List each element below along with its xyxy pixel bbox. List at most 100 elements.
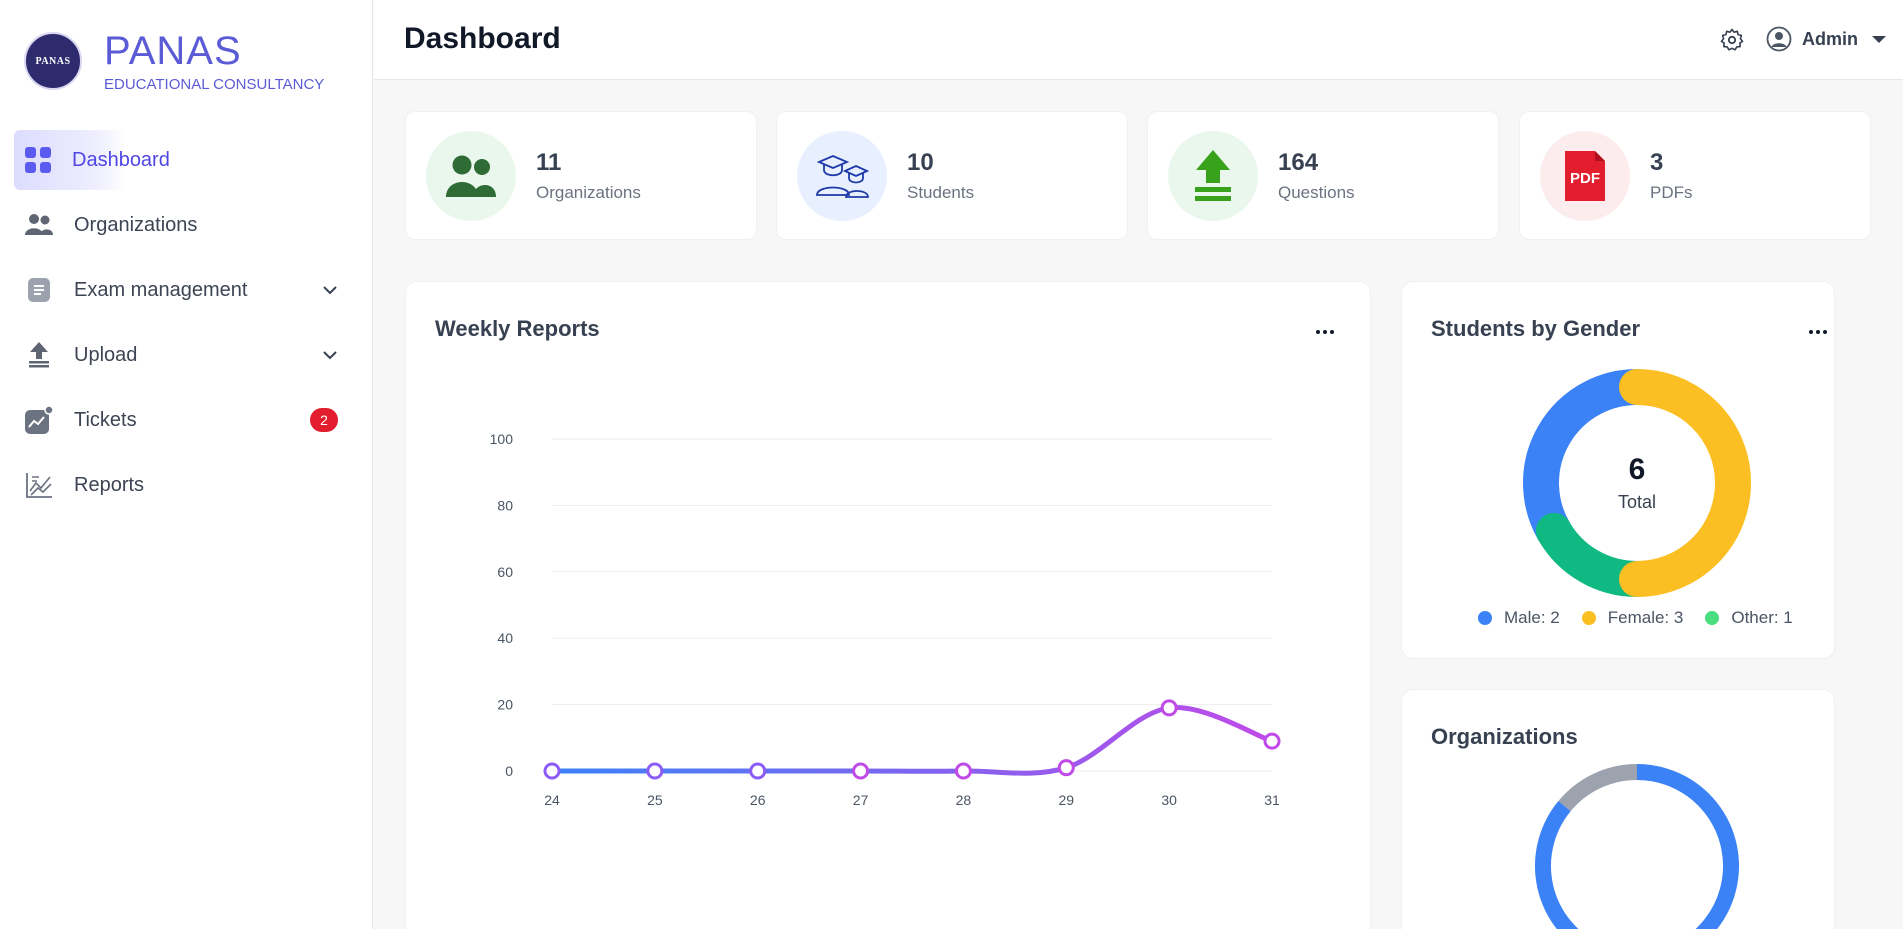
y-tick-label: 80 <box>497 497 513 513</box>
stat-text: 10 Students <box>907 149 974 203</box>
sidebar-item-exam-management[interactable]: Exam management <box>14 260 350 320</box>
brand-name: PANAS <box>104 29 242 73</box>
legend-dot <box>1705 611 1720 625</box>
y-tick-label: 60 <box>497 564 513 580</box>
grid-icon <box>24 145 52 175</box>
stat-value: 10 <box>907 148 934 176</box>
y-tick-label: 40 <box>497 630 513 646</box>
sidebar-item-label: Dashboard <box>72 148 170 171</box>
stat-label: PDFs <box>1650 182 1693 202</box>
brand[interactable]: PANAS PANAS EDUCATIONAL CONSULTANCY <box>24 29 324 93</box>
tickets-count-badge: 2 <box>310 408 338 432</box>
user-name: Admin <box>1802 28 1858 49</box>
donut-total-value: 6 <box>1629 453 1646 486</box>
data-point[interactable] <box>1160 699 1178 717</box>
gender-donut-chart: 6 Total <box>1523 369 1751 597</box>
students-by-gender-panel: Students by Gender 6 Total Male: 2 Femal… <box>1401 281 1835 659</box>
legend-item-other[interactable]: Other: 1 <box>1705 608 1793 628</box>
data-point[interactable] <box>852 762 870 780</box>
y-tick-label: 0 <box>505 763 513 779</box>
chart-notification-icon <box>24 405 54 435</box>
legend-dot <box>1478 611 1492 625</box>
y-tick-label: 20 <box>497 697 513 713</box>
brand-subtitle: EDUCATIONAL CONSULTANCY <box>104 76 325 93</box>
series-line <box>549 705 1275 776</box>
stat-value: 11 <box>536 148 562 176</box>
weekly-reports-chart: 0 20 40 60 80 100 24 25 26 27 28 29 30 31 <box>490 431 1281 808</box>
legend-dot <box>1581 611 1596 625</box>
donut-slice-1[interactable] <box>1558 764 1638 812</box>
x-tick-label: 31 <box>1264 792 1280 808</box>
sidebar: PANAS PANAS EDUCATIONAL CONSULTANCY Dash… <box>0 0 373 929</box>
brand-logo: PANAS <box>24 32 82 90</box>
stat-text: 3 PDFs <box>1650 149 1693 203</box>
data-point[interactable] <box>1263 732 1281 750</box>
stat-card-pdfs: PDF 3 PDFs <box>1519 111 1871 240</box>
sidebar-nav: Dashboard Organizations Exam management … <box>14 130 350 520</box>
donut-slice-male[interactable] <box>1523 369 1655 549</box>
upload-arrow-icon <box>1168 130 1258 221</box>
sidebar-item-dashboard[interactable]: Dashboard <box>14 130 170 190</box>
sidebar-item-label: Exam management <box>74 278 248 301</box>
page-title: Dashboard <box>404 22 561 55</box>
chevron-down-icon[interactable] <box>320 345 340 365</box>
stat-card-organizations: 11 Organizations <box>405 111 757 240</box>
data-point[interactable] <box>646 762 664 780</box>
sidebar-item-reports[interactable]: Reports <box>14 455 350 515</box>
line-chart-icon <box>24 470 54 500</box>
more-options-icon[interactable] <box>1803 322 1833 342</box>
users-icon <box>24 210 54 240</box>
stat-text: 164 Questions <box>1278 149 1355 203</box>
organizations-title: Organizations <box>1431 724 1578 749</box>
upload-icon <box>24 340 54 370</box>
organizations-panel: Organizations <box>1401 689 1835 929</box>
pdf-icon: PDF <box>1540 130 1630 221</box>
sidebar-item-upload[interactable]: Upload <box>14 325 350 385</box>
x-tick-label: 29 <box>1058 792 1074 808</box>
legend-label: Other: 1 <box>1731 608 1793 627</box>
legend-item-male[interactable]: Male: 2 <box>1478 608 1560 628</box>
stat-label: Students <box>907 182 975 202</box>
data-point[interactable] <box>749 762 767 780</box>
sidebar-item-label: Reports <box>74 473 145 496</box>
x-tick-label: 26 <box>750 792 766 808</box>
user-menu[interactable]: Admin <box>1766 26 1886 52</box>
x-tick-label: 30 <box>1161 792 1177 808</box>
more-options-icon[interactable] <box>1310 322 1340 342</box>
legend-label: Female: 3 <box>1607 608 1684 627</box>
y-tick-label: 100 <box>490 431 514 447</box>
stat-text: 11 Organizations <box>536 149 641 203</box>
legend-label: Male: 2 <box>1504 608 1560 627</box>
donut-slice-female[interactable] <box>1619 369 1751 597</box>
users-icon <box>426 130 516 221</box>
stat-value: 164 <box>1278 148 1319 176</box>
stat-value: 3 <box>1650 148 1664 176</box>
gear-icon[interactable] <box>1720 28 1744 52</box>
organizations-donut-chart <box>1535 764 1739 929</box>
data-point[interactable] <box>543 762 561 780</box>
sidebar-item-tickets[interactable]: Tickets 2 <box>14 390 350 450</box>
stat-label: Questions <box>1278 182 1355 202</box>
sidebar-item-label: Tickets <box>74 408 137 431</box>
donut-slice-0[interactable] <box>1535 764 1739 929</box>
chevron-down-icon[interactable] <box>320 280 340 300</box>
legend-item-female[interactable]: Female: 3 <box>1581 608 1684 628</box>
x-tick-label: 24 <box>544 792 560 808</box>
stat-card-students: 10 Students <box>776 111 1128 240</box>
document-icon <box>24 275 54 305</box>
data-point[interactable] <box>954 762 972 780</box>
x-tick-label: 27 <box>853 792 869 808</box>
sidebar-item-label: Organizations <box>74 213 198 236</box>
brand-text: PANAS EDUCATIONAL CONSULTANCY <box>104 29 324 93</box>
gender-legend: Male: 2 Female: 3 Other: 1 <box>1478 608 1815 628</box>
stat-card-questions: 164 Questions <box>1147 111 1499 240</box>
weekly-reports-panel: Weekly Reports 0 20 40 60 80 100 24 25 26 27 28 29 3… <box>405 281 1371 929</box>
students-by-gender-title: Students by Gender <box>1431 316 1641 341</box>
data-point[interactable] <box>1057 759 1075 777</box>
top-header: Dashboard Admin <box>374 0 1903 80</box>
sidebar-item-organizations[interactable]: Organizations <box>14 195 350 255</box>
donut-total-label: Total <box>1618 492 1656 512</box>
x-tick-label: 28 <box>956 792 972 808</box>
user-avatar-icon <box>1766 26 1792 52</box>
caret-down-icon <box>1872 35 1886 43</box>
